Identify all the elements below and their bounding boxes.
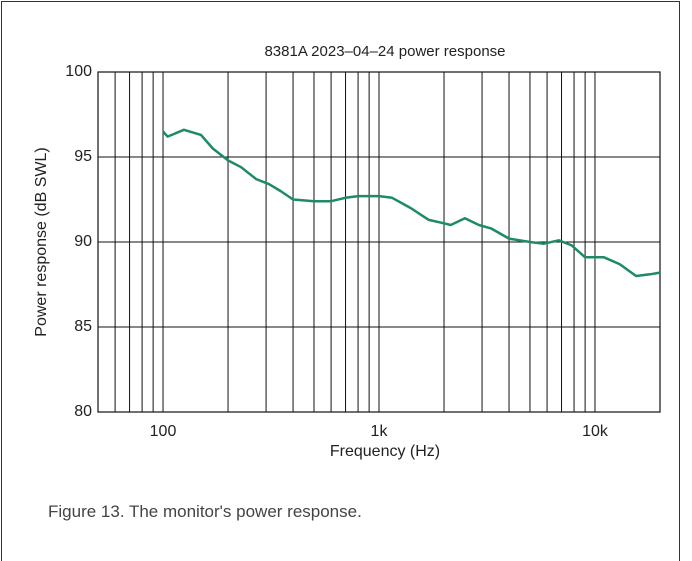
x-tick-label: 1k (371, 423, 389, 440)
chart: 8381A 2023–04–24 power response Frequenc… (33, 43, 661, 460)
plot-border (97, 71, 661, 413)
y-tick-label: 80 (74, 403, 92, 420)
y-tick-label: 85 (74, 318, 92, 335)
y-tick-label: 90 (74, 233, 92, 250)
y-tick-label: 95 (74, 148, 92, 165)
caption: Figure 13. The monitor's power response. (48, 502, 362, 521)
y-axis-label: Power response (dB SWL) (33, 147, 50, 336)
x-axis-label: Frequency (Hz) (330, 443, 440, 460)
y-tick-label: 100 (65, 63, 92, 80)
figure-frame (1, 1, 680, 561)
response-line (162, 128, 661, 278)
x-tick-label: 100 (150, 423, 177, 440)
x-tick-label: 10k (582, 423, 609, 440)
chart-title: 8381A 2023–04–24 power response (264, 43, 505, 60)
